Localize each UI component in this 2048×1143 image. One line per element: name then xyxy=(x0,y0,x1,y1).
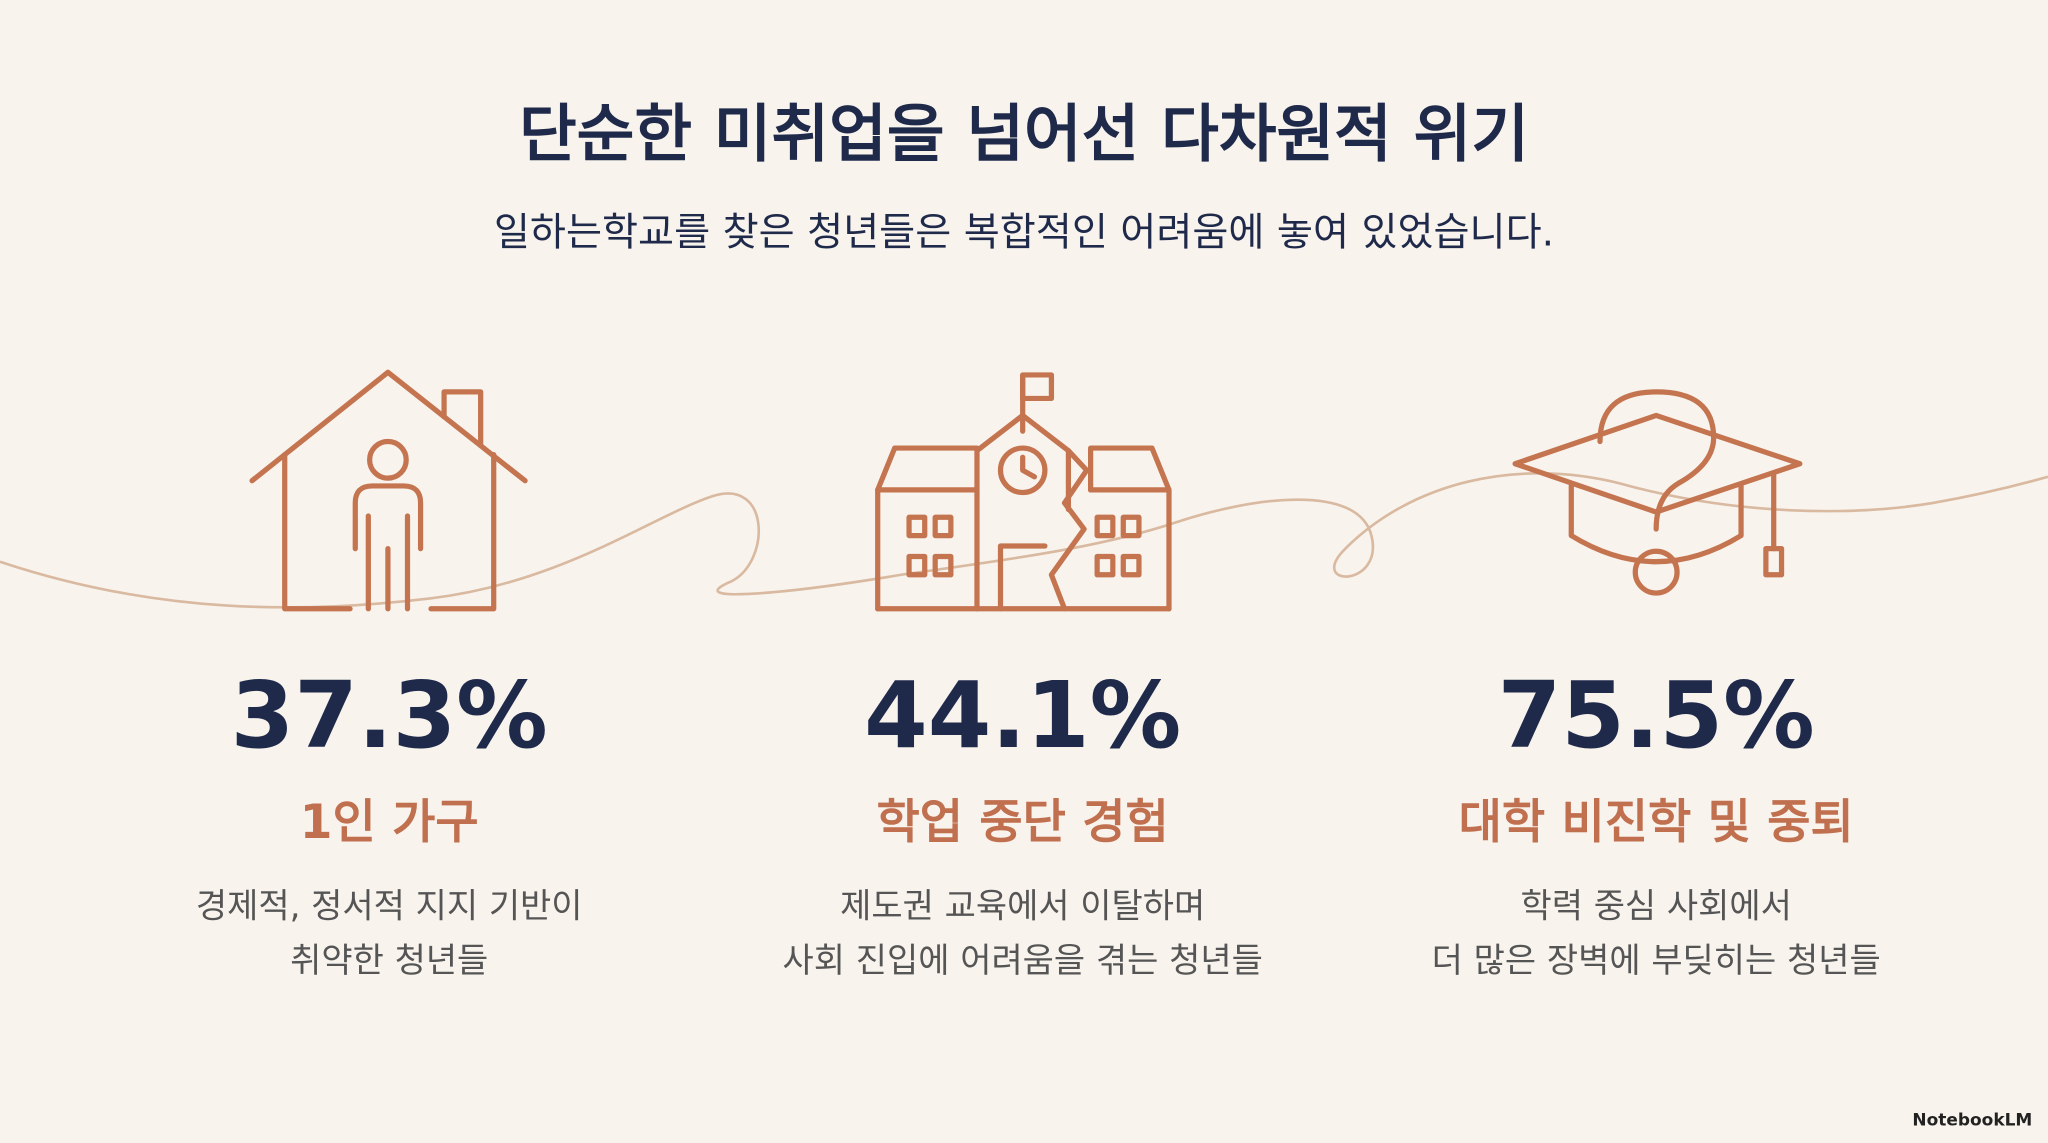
stat-description: 학력 중심 사회에서 xyxy=(1520,886,1791,926)
stat-description: 제도권 교육에서 이탈하며 xyxy=(840,886,1205,926)
stat-label: 대학 비진학 및 중퇴 xyxy=(1459,795,1854,850)
stat-description: 취약한 청년들 xyxy=(290,941,488,981)
decorative-curve xyxy=(0,472,2048,609)
stat-label: 학업 중단 경험 xyxy=(877,795,1169,850)
stat-value: 37.3% xyxy=(231,662,548,769)
stat-description: 경제적, 정서적 지지 기반이 xyxy=(196,886,583,926)
stat-value: 75.5% xyxy=(1498,662,1815,769)
stat-label: 1인 가구 xyxy=(300,795,479,850)
house-icon xyxy=(249,369,528,612)
subtitle: 일하는학교를 찾은 청년들은 복합적인 어려움에 놓여 있었습니다. xyxy=(494,211,1554,256)
stat-description: 사회 진입에 어려움을 겪는 청년들 xyxy=(783,941,1263,981)
school-icon xyxy=(875,372,1172,612)
stat-value: 44.1% xyxy=(864,662,1181,769)
stat-description: 더 많은 장벽에 부딪히는 청년들 xyxy=(1432,941,1881,981)
brand: NotebookLM xyxy=(1912,1111,2032,1131)
title: 단순한 미취업을 넘어선 다차원적 위기 xyxy=(519,98,1529,171)
graduation-cap-icon xyxy=(1512,389,1803,596)
